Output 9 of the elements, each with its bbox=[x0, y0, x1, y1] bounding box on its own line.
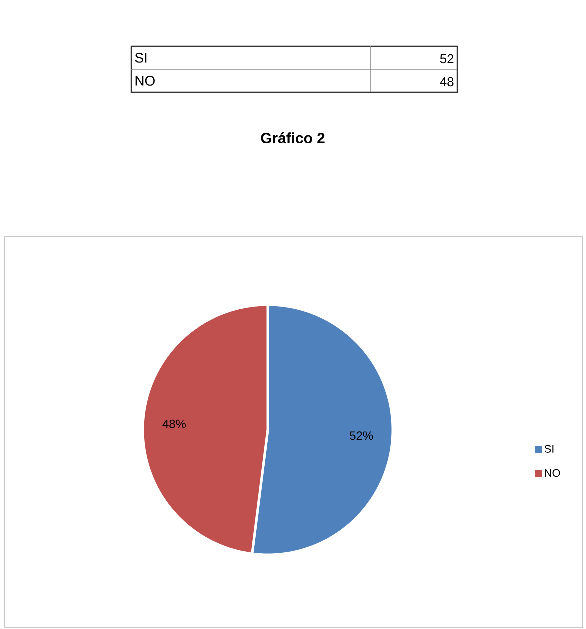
category-label: SI bbox=[135, 53, 147, 63]
data-label: 52 bbox=[440, 54, 454, 64]
chart-title: Gráfico 2 bbox=[261, 132, 325, 144]
data-label: 48% bbox=[162, 420, 186, 428]
legend-label: SI bbox=[544, 445, 554, 453]
category-label: NO bbox=[136, 76, 155, 86]
legend-label: NO bbox=[545, 469, 560, 478]
data-label: 48 bbox=[440, 77, 454, 87]
data-label: 52% bbox=[350, 432, 374, 440]
